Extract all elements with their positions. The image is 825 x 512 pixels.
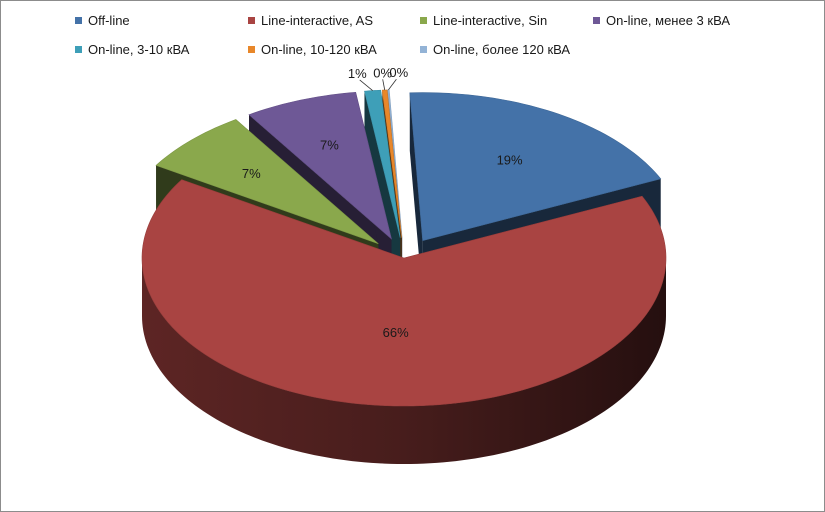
pie-slice-top-5	[381, 89, 402, 238]
legend-label-online-under-3: On-line, менее 3 кВА	[606, 13, 730, 28]
legend-item-off-line: Off-line	[75, 13, 130, 28]
pie-label-6: 0%	[389, 65, 408, 80]
pie-label-4: 1%	[348, 66, 367, 81]
legend-item-online-over-120: On-line, более 120 кВА	[420, 42, 570, 57]
legend-swatch-line-interactive-as	[248, 17, 255, 24]
pie-label-2: 7%	[242, 166, 261, 181]
legend-label-line-interactive-sin: Line-interactive, Sin	[433, 13, 548, 28]
legend-label-online-3-10: On-line, 3-10 кВА	[88, 42, 190, 57]
legend-swatch-online-under-3	[593, 17, 600, 24]
pie-slice-side-1-0	[142, 258, 666, 464]
pie-label-3: 7%	[320, 138, 339, 153]
legend-swatch-off-line	[75, 17, 82, 24]
legend-item-line-interactive-sin: Line-interactive, Sin	[420, 13, 547, 28]
legend-label-off-line: Off-line	[88, 13, 130, 28]
legend-swatch-online-10-120	[248, 46, 255, 53]
pie-slice-top-4	[364, 89, 401, 238]
legend-item-line-interactive-as: Line-interactive, AS	[248, 13, 373, 28]
pie-slice-top-2	[155, 119, 379, 245]
pie-slice-1	[141, 179, 667, 464]
pie-leader-4	[359, 79, 373, 91]
pie-slice-top-1	[141, 179, 667, 407]
legend-item-online-3-10: On-line, 3-10 кВА	[75, 42, 189, 57]
legend-item-online-under-3: On-line, менее 3 кВА	[593, 13, 730, 28]
pie-leader-5	[382, 79, 386, 91]
pie-slice-wall-0-0	[409, 92, 423, 299]
legend-label-line-interactive-as: Line-interactive, AS	[261, 13, 374, 28]
legend-item-online-10-120: On-line, 10-120 кВА	[248, 42, 377, 57]
legend-label-online-over-120: On-line, более 120 кВА	[433, 42, 571, 57]
legend-label-online-10-120: On-line, 10-120 кВА	[261, 42, 377, 57]
legend: Off-line Line-interactive, AS Line-inter…	[0, 0, 825, 60]
pie-slice-top-0	[409, 92, 662, 241]
legend-swatch-line-interactive-sin	[420, 17, 427, 24]
pie-slice-top-3	[248, 91, 392, 240]
legend-swatch-online-3-10	[75, 46, 82, 53]
pie-label-0: 19%	[497, 153, 523, 168]
legend-swatch-online-over-120	[420, 46, 427, 53]
pie-label-5: 0%	[373, 65, 392, 80]
pie-leader-6	[388, 78, 397, 91]
pie-label-1: 66%	[383, 325, 409, 340]
